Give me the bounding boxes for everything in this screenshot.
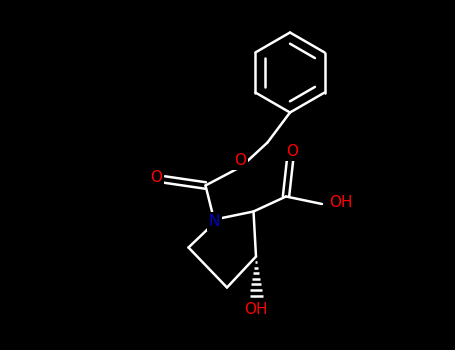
Text: OH: OH	[244, 302, 268, 317]
Text: OH: OH	[329, 195, 352, 210]
Text: N: N	[209, 214, 220, 229]
Text: O: O	[287, 144, 298, 159]
Text: O: O	[234, 153, 246, 168]
Text: O: O	[150, 170, 162, 185]
